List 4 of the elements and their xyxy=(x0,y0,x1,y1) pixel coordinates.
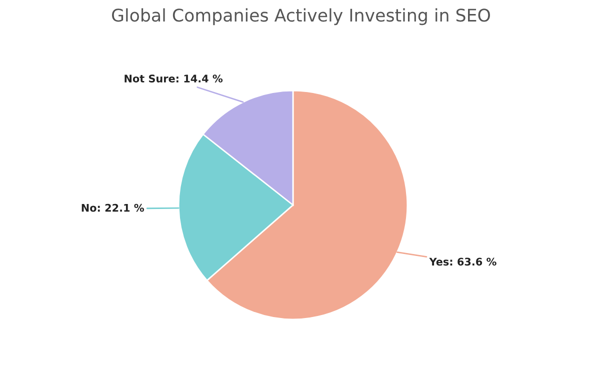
chart-title: Global Companies Actively Investing in SEO xyxy=(112,8,490,26)
slice-label: Yes: 63.6 % xyxy=(429,258,496,266)
slice-label: No: 22.1 % xyxy=(82,204,144,212)
slice-label: Not Sure: 14.4 % xyxy=(124,74,223,82)
